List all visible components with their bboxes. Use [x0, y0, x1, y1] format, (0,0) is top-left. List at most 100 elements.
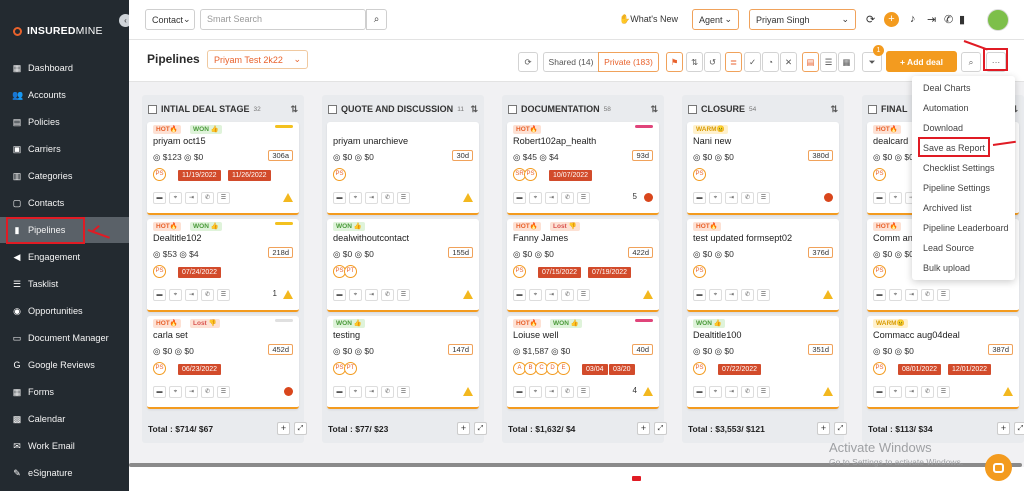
location-icon[interactable]: ⌖ — [529, 289, 542, 301]
menu-item-deal-charts[interactable]: Deal Charts — [923, 83, 971, 93]
forward-icon[interactable]: ⇥ — [905, 386, 918, 398]
sidebar-item-google-reviews[interactable]: G Google Reviews — [0, 352, 129, 378]
deal-card[interactable]: HOT🔥 WON 👍 Dealtitle102 ◎ $53 ◎ $4 218d PS 07/… — [147, 219, 299, 312]
menu-icon[interactable]: ☰ — [397, 386, 410, 398]
phone-icon[interactable]: ✆ — [561, 386, 574, 398]
deal-card[interactable]: HOT🔥 Robert102ap_health ◎ $45 ◎ $4 93d SR PS 1… — [507, 122, 659, 215]
menu-icon[interactable]: ☰ — [577, 386, 590, 398]
message-icon[interactable]: ▬ — [513, 289, 526, 301]
menu-item-download[interactable]: Download — [923, 123, 964, 133]
message-icon[interactable]: ▬ — [873, 289, 886, 301]
forward-icon[interactable]: ⇥ — [185, 289, 198, 301]
sidebar-item-opportunities[interactable]: ◉ Opportunities — [0, 298, 129, 324]
phone-icon[interactable]: ✆ — [741, 289, 754, 301]
phone-icon[interactable]: ✆ — [921, 289, 934, 301]
sidebar-item-forms[interactable]: ▦ Forms — [0, 379, 129, 405]
message-icon[interactable]: ▬ — [333, 192, 346, 204]
avatar[interactable]: PS — [873, 265, 886, 278]
pipeline-search-button[interactable]: ⌕ — [961, 52, 981, 72]
avatar[interactable]: PS — [333, 168, 346, 181]
avatar[interactable]: PS — [693, 362, 706, 375]
refresh-pipeline-button[interactable]: ⟳ — [518, 52, 538, 72]
phone-icon[interactable]: ✆ — [201, 289, 214, 301]
phone-icon[interactable]: ✆ — [944, 14, 954, 26]
location-icon[interactable]: ⌖ — [709, 192, 722, 204]
sidebar-item-contacts[interactable]: ▢ Contacts — [0, 190, 129, 216]
sidebar-item-esignature[interactable]: ✎ eSignature — [0, 460, 129, 486]
column-checkbox[interactable] — [868, 104, 877, 114]
deal-card[interactable]: WARM😐 Nani new ◎ $0 ◎ $0 380d PS ▬ ⌖ ⇥ ✆ ☰ — [687, 122, 839, 215]
shared-tab[interactable]: Shared (14) — [543, 52, 598, 72]
menu-icon[interactable]: ☰ — [577, 289, 590, 301]
menu-icon[interactable]: ☰ — [217, 386, 230, 398]
whats-new-link[interactable]: ✋What's New — [619, 14, 678, 25]
menu-item-lead-source[interactable]: Lead Source — [923, 243, 975, 253]
location-icon[interactable]: ⌖ — [169, 386, 182, 398]
menu-item-archived-list[interactable]: Archived list — [923, 203, 972, 213]
deal-card[interactable]: HOT🔥 Lost 👎 Fanny James ◎ $0 ◎ $0 422d PS 07/1… — [507, 219, 659, 312]
message-icon[interactable]: ▬ — [153, 192, 166, 204]
forward-icon[interactable]: ⇥ — [185, 386, 198, 398]
menu-icon[interactable]: ☰ — [217, 192, 230, 204]
location-icon[interactable]: ⌖ — [529, 192, 542, 204]
location-icon[interactable]: ⌖ — [709, 289, 722, 301]
message-icon[interactable]: ▬ — [153, 289, 166, 301]
avatar[interactable]: PS — [153, 362, 166, 375]
avatar[interactable]: PS — [873, 362, 886, 375]
forward-icon[interactable]: ⇥ — [365, 289, 378, 301]
avatar[interactable]: PS — [153, 168, 166, 181]
phone-icon[interactable]: ✆ — [561, 289, 574, 301]
deal-card[interactable]: WARM😐 Commacc aug04deal ◎ $0 ◎ $0 387d PS 08/… — [867, 316, 1019, 409]
deal-card[interactable]: WON 👍 testing ◎ $0 ◎ $0 147d PS PT ▬ ⌖ ⇥ ✆ ☰ — [327, 316, 479, 409]
forward-icon[interactable]: ⇥ — [725, 289, 738, 301]
forward-icon[interactable]: ⇥ — [905, 289, 918, 301]
message-icon[interactable]: ▬ — [693, 289, 706, 301]
forward-icon[interactable]: ⇥ — [545, 386, 558, 398]
view-sort-button[interactable]: ⇅ — [686, 52, 703, 72]
sidebar-item-accounts[interactable]: 👥 Accounts — [0, 82, 129, 108]
collapse-sidebar-button[interactable]: ‹ — [119, 14, 132, 27]
sidebar-item-pipelines[interactable]: ▮ Pipelines — [0, 217, 129, 243]
sidebar-item-dashboard[interactable]: ▦ Dashboard — [0, 55, 129, 81]
avatar[interactable]: PS — [524, 168, 537, 181]
avatar[interactable]: PS — [873, 168, 886, 181]
deal-card[interactable]: HOT🔥 WON 👍 priyam oct15 ◎ $123 ◎ $0 306a PS 11… — [147, 122, 299, 215]
column-checkbox[interactable] — [148, 104, 157, 114]
expand-icon[interactable]: ⤢ — [654, 422, 667, 435]
sidebar-item-work-email[interactable]: ✉ Work Email — [0, 433, 129, 459]
view-history-button[interactable]: ↺ — [704, 52, 721, 72]
message-icon[interactable]: ▬ — [873, 386, 886, 398]
deal-card[interactable]: HOT🔥 WON 👍 Loiuse well ◎ $1,587 ◎ $0 40d A B C D… — [507, 316, 659, 409]
avatar[interactable]: PS — [693, 265, 706, 278]
message-icon[interactable]: ▬ — [513, 192, 526, 204]
location-icon[interactable]: ⌖ — [529, 386, 542, 398]
trash-icon[interactable]: ▮ — [959, 14, 966, 26]
deal-card[interactable]: priyam unarchieve ◎ $0 ◎ $0 30d PS ▬ ⌖ ⇥ ✆ … — [327, 122, 479, 215]
avatar[interactable]: PS — [153, 265, 166, 278]
sort-icon[interactable]: ⇅ — [830, 103, 838, 114]
phone-icon[interactable]: ✆ — [921, 386, 934, 398]
view-flag-button[interactable]: ⚑ — [666, 52, 683, 72]
location-icon[interactable]: ⌖ — [709, 386, 722, 398]
location-icon[interactable]: ⌖ — [349, 386, 362, 398]
sidebar-item-policies[interactable]: ▤ Policies — [0, 109, 129, 135]
location-icon[interactable]: ⌖ — [889, 192, 902, 204]
forward-icon[interactable]: ⇥ — [545, 289, 558, 301]
smart-search-input[interactable]: Smart Search — [200, 9, 366, 30]
add-card-button[interactable]: + — [637, 422, 650, 435]
phone-icon[interactable]: ✆ — [561, 192, 574, 204]
avatar[interactable] — [987, 9, 1009, 31]
location-icon[interactable]: ⌖ — [349, 289, 362, 301]
expand-icon[interactable]: ⤢ — [474, 422, 487, 435]
menu-icon[interactable]: ☰ — [217, 289, 230, 301]
expand-icon[interactable]: ⤢ — [294, 422, 307, 435]
avatar[interactable]: PT — [344, 265, 357, 278]
add-deal-button[interactable]: + Add deal — [886, 51, 957, 72]
add-icon[interactable]: + — [884, 12, 899, 27]
message-icon[interactable]: ▬ — [333, 289, 346, 301]
menu-icon[interactable]: ☰ — [937, 386, 950, 398]
filter-button[interactable]: ⏷ — [862, 52, 882, 72]
phone-icon[interactable]: ✆ — [741, 386, 754, 398]
menu-item-bulk-upload[interactable]: Bulk upload — [923, 263, 971, 273]
location-icon[interactable]: ⌖ — [169, 192, 182, 204]
